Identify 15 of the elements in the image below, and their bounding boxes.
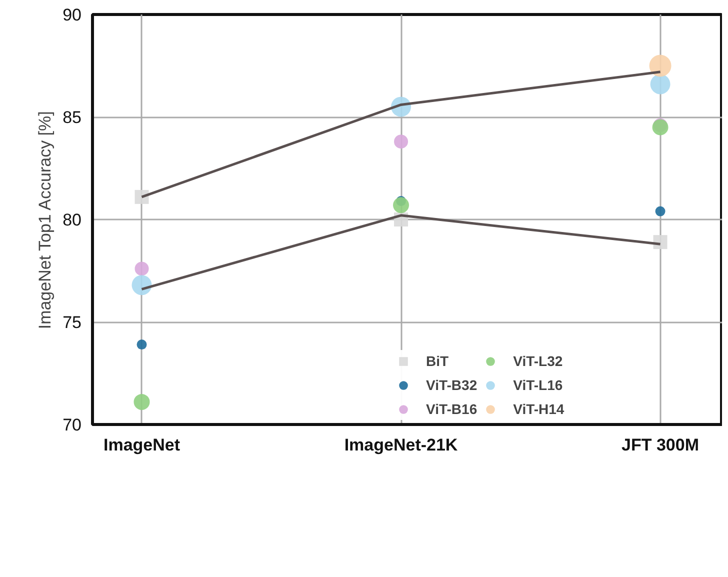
legend-label: ViT-H14: [513, 401, 564, 417]
x-tick-label: ImageNet-21K: [344, 436, 458, 454]
y-tick-label: 90: [62, 6, 82, 24]
x-tick-label: JFT 300M: [622, 436, 700, 454]
y-axis-title: ImageNet Top1 Accuracy [%]: [36, 111, 55, 330]
legend-label: ViT-L16: [513, 377, 563, 393]
x-tick-label: ImageNet: [103, 436, 180, 454]
legend-label: ViT-B16: [426, 401, 478, 417]
y-tick-label: 70: [62, 416, 82, 434]
y-tick-label: 85: [62, 108, 82, 127]
legend-label: ViT-L32: [513, 353, 563, 369]
legend-label: ViT-B32: [426, 377, 478, 393]
legend-label: BiT: [426, 353, 449, 369]
y-tick-label: 80: [62, 210, 82, 230]
y-tick-label: 75: [62, 313, 82, 332]
